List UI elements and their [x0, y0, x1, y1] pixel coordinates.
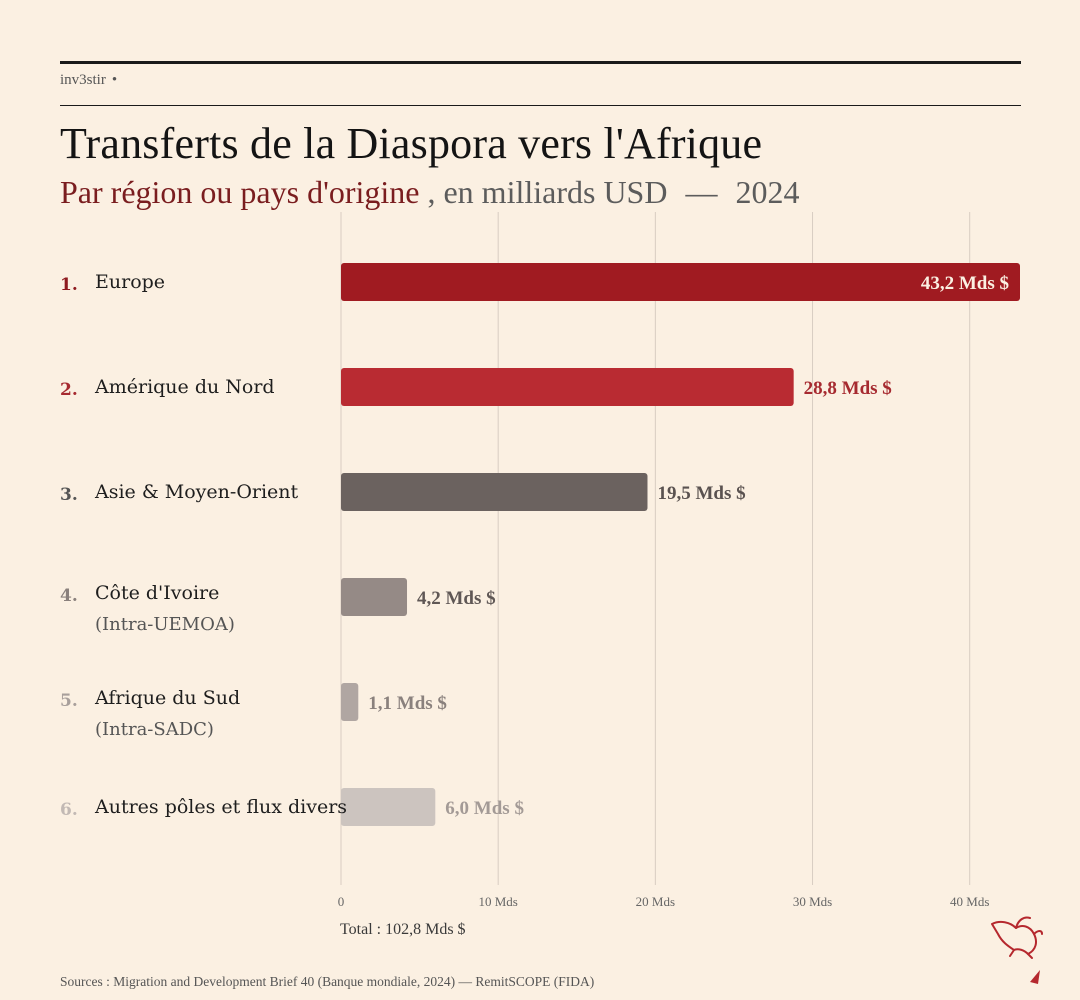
x-tick-label: 40 Mds: [950, 894, 989, 909]
category-label: Autres pôles et flux divers: [94, 796, 347, 818]
total-label: Total : 102,8 Mds $: [340, 921, 466, 938]
x-tick-label: 30 Mds: [793, 894, 832, 909]
category-sublabel: (Intra-UEMOA): [95, 614, 235, 635]
rank-label: 5.: [60, 691, 78, 711]
bar-1: [341, 263, 1020, 301]
bar-4: [341, 578, 408, 616]
subtitle-year: 2024: [735, 174, 800, 210]
rank-label: 6.: [60, 800, 78, 820]
value-label: 6,0 Mds $: [445, 798, 524, 819]
bull-logo-icon: [991, 916, 1043, 984]
value-label: 1,1 Mds $: [368, 693, 447, 714]
sources-note: Sources : Migration and Development Brie…: [60, 974, 595, 989]
top-rule: [60, 61, 1021, 64]
value-label: 19,5 Mds $: [657, 483, 745, 504]
value-label: 43,2 Mds $: [921, 273, 1009, 294]
category-label: Asie & Moyen-Orient: [94, 481, 299, 503]
rank-label: 3.: [60, 485, 78, 505]
subtitle-rest: , en milliards USD: [427, 174, 668, 210]
x-tick-label: 20 Mds: [636, 894, 675, 909]
subtitle-separator: —: [685, 174, 718, 210]
header-rule: [60, 105, 1021, 106]
x-tick-label: 0: [338, 894, 345, 909]
chart-title: Transferts de la Diaspora vers l'Afrique: [60, 119, 763, 168]
bar-5: [341, 683, 359, 721]
subtitle-accent: Par région ou pays d'origine: [60, 174, 420, 210]
rank-label: 4.: [60, 586, 78, 606]
brand-dot: •: [111, 72, 118, 88]
brand-name: inv3stir: [60, 72, 106, 88]
category-label: Europe: [95, 271, 165, 293]
value-label: 28,8 Mds $: [804, 378, 892, 399]
bar-2: [341, 368, 794, 406]
category-label: Amérique du Nord: [94, 376, 275, 398]
x-tick-label: 10 Mds: [478, 894, 517, 909]
chart-subtitle: Par région ou pays d'origine , en millia…: [60, 174, 799, 211]
brand-label: inv3stir •: [60, 72, 117, 89]
category-label: Afrique du Sud: [94, 687, 240, 709]
rank-label: 1.: [60, 275, 78, 295]
bar-6: [341, 788, 436, 826]
category-label: Côte d'Ivoire: [95, 582, 219, 604]
value-label: 4,2 Mds $: [417, 588, 496, 609]
category-sublabel: (Intra-SADC): [95, 719, 214, 740]
rank-label: 2.: [60, 380, 78, 400]
bar-3: [341, 473, 648, 511]
